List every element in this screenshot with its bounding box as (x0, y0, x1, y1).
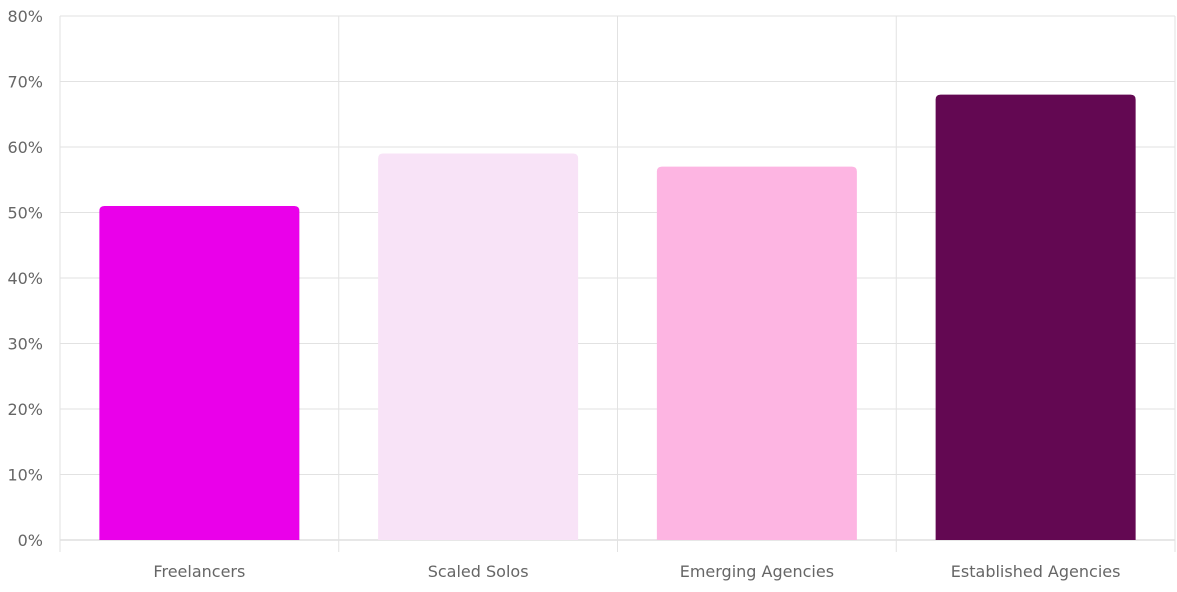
y-tick-label: 0% (18, 531, 43, 550)
y-tick-label: 10% (7, 466, 43, 485)
bar-scaled-solos (378, 153, 579, 541)
y-tick-label: 30% (7, 335, 43, 354)
bar-emerging-agencies (656, 166, 857, 540)
x-tick-label: Established Agencies (951, 562, 1121, 581)
y-tick-label: 40% (7, 269, 43, 288)
bar-freelancers (99, 205, 300, 540)
bar-established-agencies (935, 94, 1136, 540)
y-tick-label: 60% (7, 138, 43, 157)
y-tick-label: 70% (7, 73, 43, 92)
x-tick-label: Emerging Agencies (680, 562, 834, 581)
x-tick-label: Freelancers (153, 562, 245, 581)
y-tick-label: 80% (7, 7, 43, 26)
y-tick-label: 20% (7, 400, 43, 419)
x-tick-label: Scaled Solos (428, 562, 529, 581)
y-tick-label: 50% (7, 204, 43, 223)
